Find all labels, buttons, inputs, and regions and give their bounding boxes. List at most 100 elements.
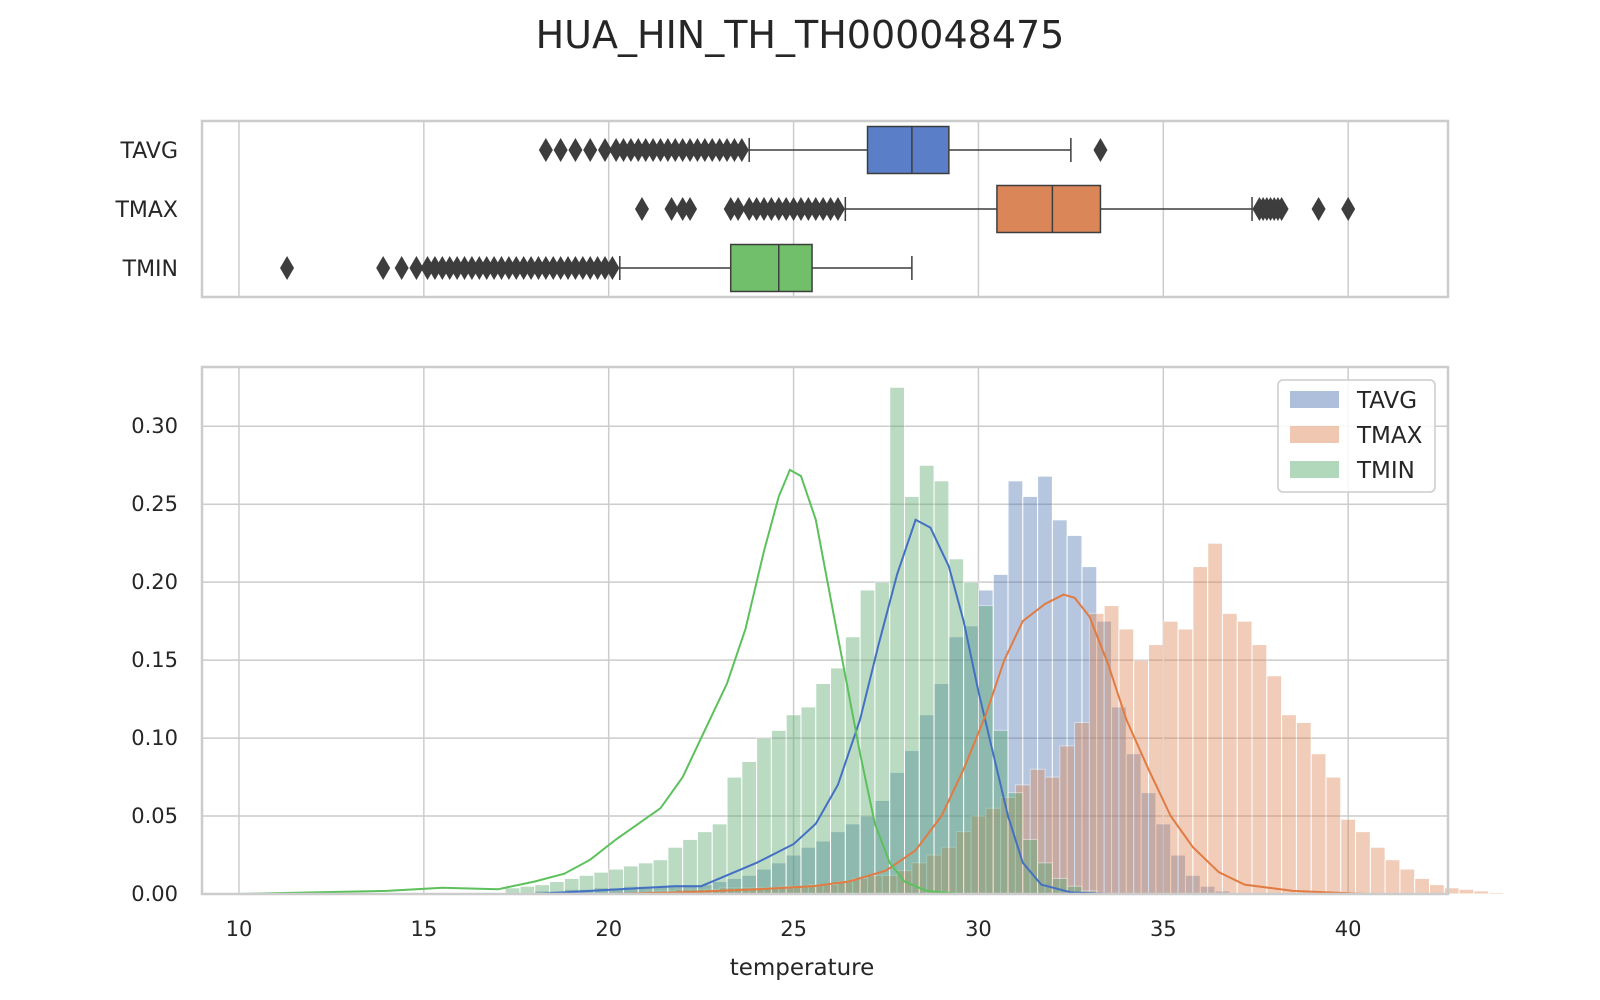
hist-bar [637, 862, 654, 895]
outlier-marker [742, 197, 757, 221]
hist-series-tmin [504, 386, 1098, 895]
outlier-marker [464, 256, 479, 280]
legend-frame [1277, 379, 1436, 493]
outlier-marker [816, 197, 831, 221]
outlier-marker [280, 256, 295, 280]
outlier-marker [631, 138, 646, 162]
y-tick-label: 0.20 [131, 570, 178, 594]
outlier-marker [786, 197, 801, 221]
outlier-marker [427, 256, 442, 280]
histogram-panel: 10 15 20 25 30 35 40 0.00 0.05 0.10 0.15 0.20 0.25 0.… [131, 365, 1504, 941]
outlier-marker [823, 197, 838, 221]
hist-bar [800, 706, 817, 895]
x-tick-label: 25 [780, 917, 807, 941]
outlier-marker [749, 197, 764, 221]
outlier-marker [598, 138, 613, 162]
outlier-marker [712, 138, 727, 162]
outlier-marker [605, 256, 620, 280]
outlier-marker [590, 256, 605, 280]
hist-bar [1369, 846, 1386, 895]
outlier-marker [697, 138, 712, 162]
outlier-marker [1311, 197, 1326, 221]
outlier-marker [675, 197, 690, 221]
hist-bar [844, 636, 861, 895]
x-tick-label: 20 [595, 917, 622, 941]
outlier-marker [376, 256, 391, 280]
outlier-marker [524, 256, 539, 280]
y-tick-label: 0.05 [131, 804, 178, 828]
outlier-marker [538, 138, 553, 162]
outlier-marker [538, 256, 553, 280]
hist-bar [1037, 862, 1053, 895]
outlier-marker [609, 138, 624, 162]
outlier-marker [553, 138, 568, 162]
category-label: TAVG [120, 139, 178, 164]
box-tmin [729, 243, 813, 293]
hist-series-tavg [534, 475, 1231, 895]
legend: TAVG TMAX TMIN [1277, 379, 1436, 493]
hist-bar [711, 823, 728, 895]
outlier-marker [764, 197, 779, 221]
hist-bar [815, 683, 832, 895]
y-tick-label: 0.15 [131, 648, 178, 672]
category-label: TMAX [114, 198, 178, 223]
outlier-marker [793, 197, 808, 221]
outlier-marker [690, 138, 705, 162]
outlier-marker [771, 197, 786, 221]
hist-bar [1133, 659, 1150, 895]
outlier-marker [683, 138, 698, 162]
outlier-marker [623, 138, 638, 162]
chart-title: HUA_HIN_TH_TH000048475 [536, 13, 1065, 57]
y-tick-label: 0.30 [131, 414, 178, 438]
kde-line-tmin [238, 468, 961, 895]
outlier-marker [616, 138, 631, 162]
kde-line-tavg [534, 518, 1108, 895]
hist-bar [785, 714, 802, 895]
outlier-marker [653, 138, 668, 162]
histogram-frame [200, 365, 1450, 896]
outlier-marker [675, 138, 690, 162]
outlier-marker [808, 197, 823, 221]
outlier-marker [494, 256, 509, 280]
outlier-marker [830, 197, 845, 221]
outlier-marker [472, 256, 487, 280]
outlier-marker [561, 256, 576, 280]
hist-bar [1384, 859, 1401, 895]
x-tick-label: 15 [410, 917, 437, 941]
hist-bar [830, 667, 846, 895]
hist-bar [1103, 605, 1120, 895]
outlier-marker [705, 138, 720, 162]
hist-bar [1266, 675, 1283, 895]
outlier-marker [442, 256, 457, 280]
outlier-marker [420, 256, 435, 280]
hist-bar [1414, 877, 1431, 895]
legend-label: TMIN [1356, 458, 1415, 484]
hist-bar [741, 760, 758, 895]
outlier-marker [575, 256, 590, 280]
hist-bar [1295, 721, 1312, 895]
hist-bar [1207, 542, 1223, 895]
outlier-marker [664, 197, 679, 221]
y-tick-label: 0.25 [131, 492, 178, 516]
outlier-marker [479, 256, 494, 280]
outlier-marker [668, 138, 683, 162]
legend-swatch-tmax [1290, 426, 1339, 443]
hist-bar [756, 737, 772, 895]
outlier-marker [638, 138, 653, 162]
outlier-marker [516, 256, 531, 280]
outlier-marker [1341, 197, 1356, 221]
outlier-marker [457, 256, 472, 280]
box-tavg [866, 125, 950, 175]
outlier-marker [487, 256, 502, 280]
hist-bar [1473, 890, 1490, 895]
hist-bar [1236, 620, 1253, 895]
hist-bar [1192, 566, 1209, 895]
hist-bar [1088, 612, 1105, 895]
hist-bar [1148, 644, 1164, 895]
outlier-marker [727, 138, 742, 162]
outlier-marker [756, 197, 771, 221]
hist-bar [859, 589, 876, 895]
outlier-marker [568, 138, 583, 162]
legend-swatch-tavg [1290, 391, 1339, 408]
